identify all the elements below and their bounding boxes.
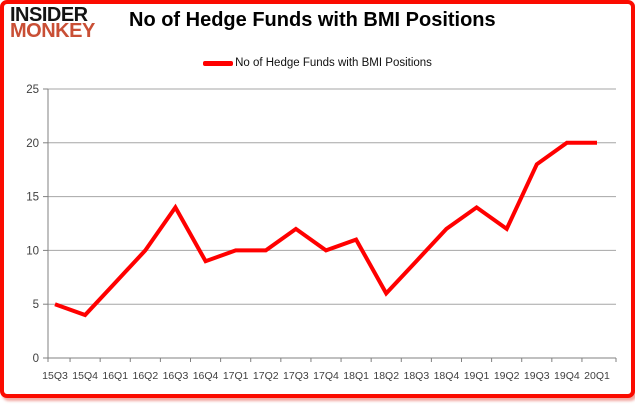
x-axis-tick-label: 20Q1 — [584, 370, 610, 382]
x-axis-tick-label: 17Q4 — [313, 370, 339, 382]
x-axis-tick-label: 17Q3 — [283, 370, 309, 382]
legend: No of Hedge Funds with BMI Positions — [0, 57, 635, 69]
y-axis-tick-label: 25 — [26, 84, 39, 96]
x-axis-tick-label: 16Q4 — [193, 370, 219, 382]
x-axis-tick-label: 19Q3 — [524, 370, 550, 382]
x-axis-tick-label: 17Q2 — [253, 370, 279, 382]
insider-monkey-logo: INSIDER MONKEY — [10, 4, 95, 42]
y-axis-tick-label: 5 — [33, 299, 39, 311]
y-axis-tick-label: 0 — [33, 353, 39, 365]
x-axis-tick-label: 18Q2 — [373, 370, 399, 382]
x-axis-tick-label: 16Q2 — [132, 370, 158, 382]
x-axis-tick-label: 18Q3 — [403, 370, 429, 382]
logo-line-insider: INSIDER — [10, 4, 88, 26]
series-line — [54, 140, 597, 318]
x-axis-tick-label: 18Q4 — [434, 370, 460, 382]
x-axis-tick-label: 18Q1 — [343, 370, 369, 382]
logo-line-monkey: MONKEY — [10, 20, 95, 42]
page-title: No of Hedge Funds with BMI Positions — [129, 9, 496, 31]
x-axis-tick-label: 16Q1 — [102, 370, 128, 382]
y-axis-tick-label: 15 — [26, 192, 39, 204]
x-axis-tick-label: 17Q1 — [223, 370, 249, 382]
y-axis-tick-label: 20 — [26, 138, 39, 150]
y-axis-tick-label: 10 — [26, 245, 39, 257]
legend-label: No of Hedge Funds with BMI Positions — [235, 57, 432, 69]
x-axis-tick-label: 15Q3 — [42, 370, 68, 382]
x-axis-tick-label: 19Q2 — [494, 370, 520, 382]
x-axis-tick-label: 19Q4 — [554, 370, 580, 382]
legend-line-marker — [203, 60, 234, 66]
x-axis-tick-label: 16Q3 — [163, 370, 189, 382]
x-axis-tick-label: 15Q4 — [72, 370, 98, 382]
x-axis-tick-label: 19Q1 — [464, 370, 490, 382]
